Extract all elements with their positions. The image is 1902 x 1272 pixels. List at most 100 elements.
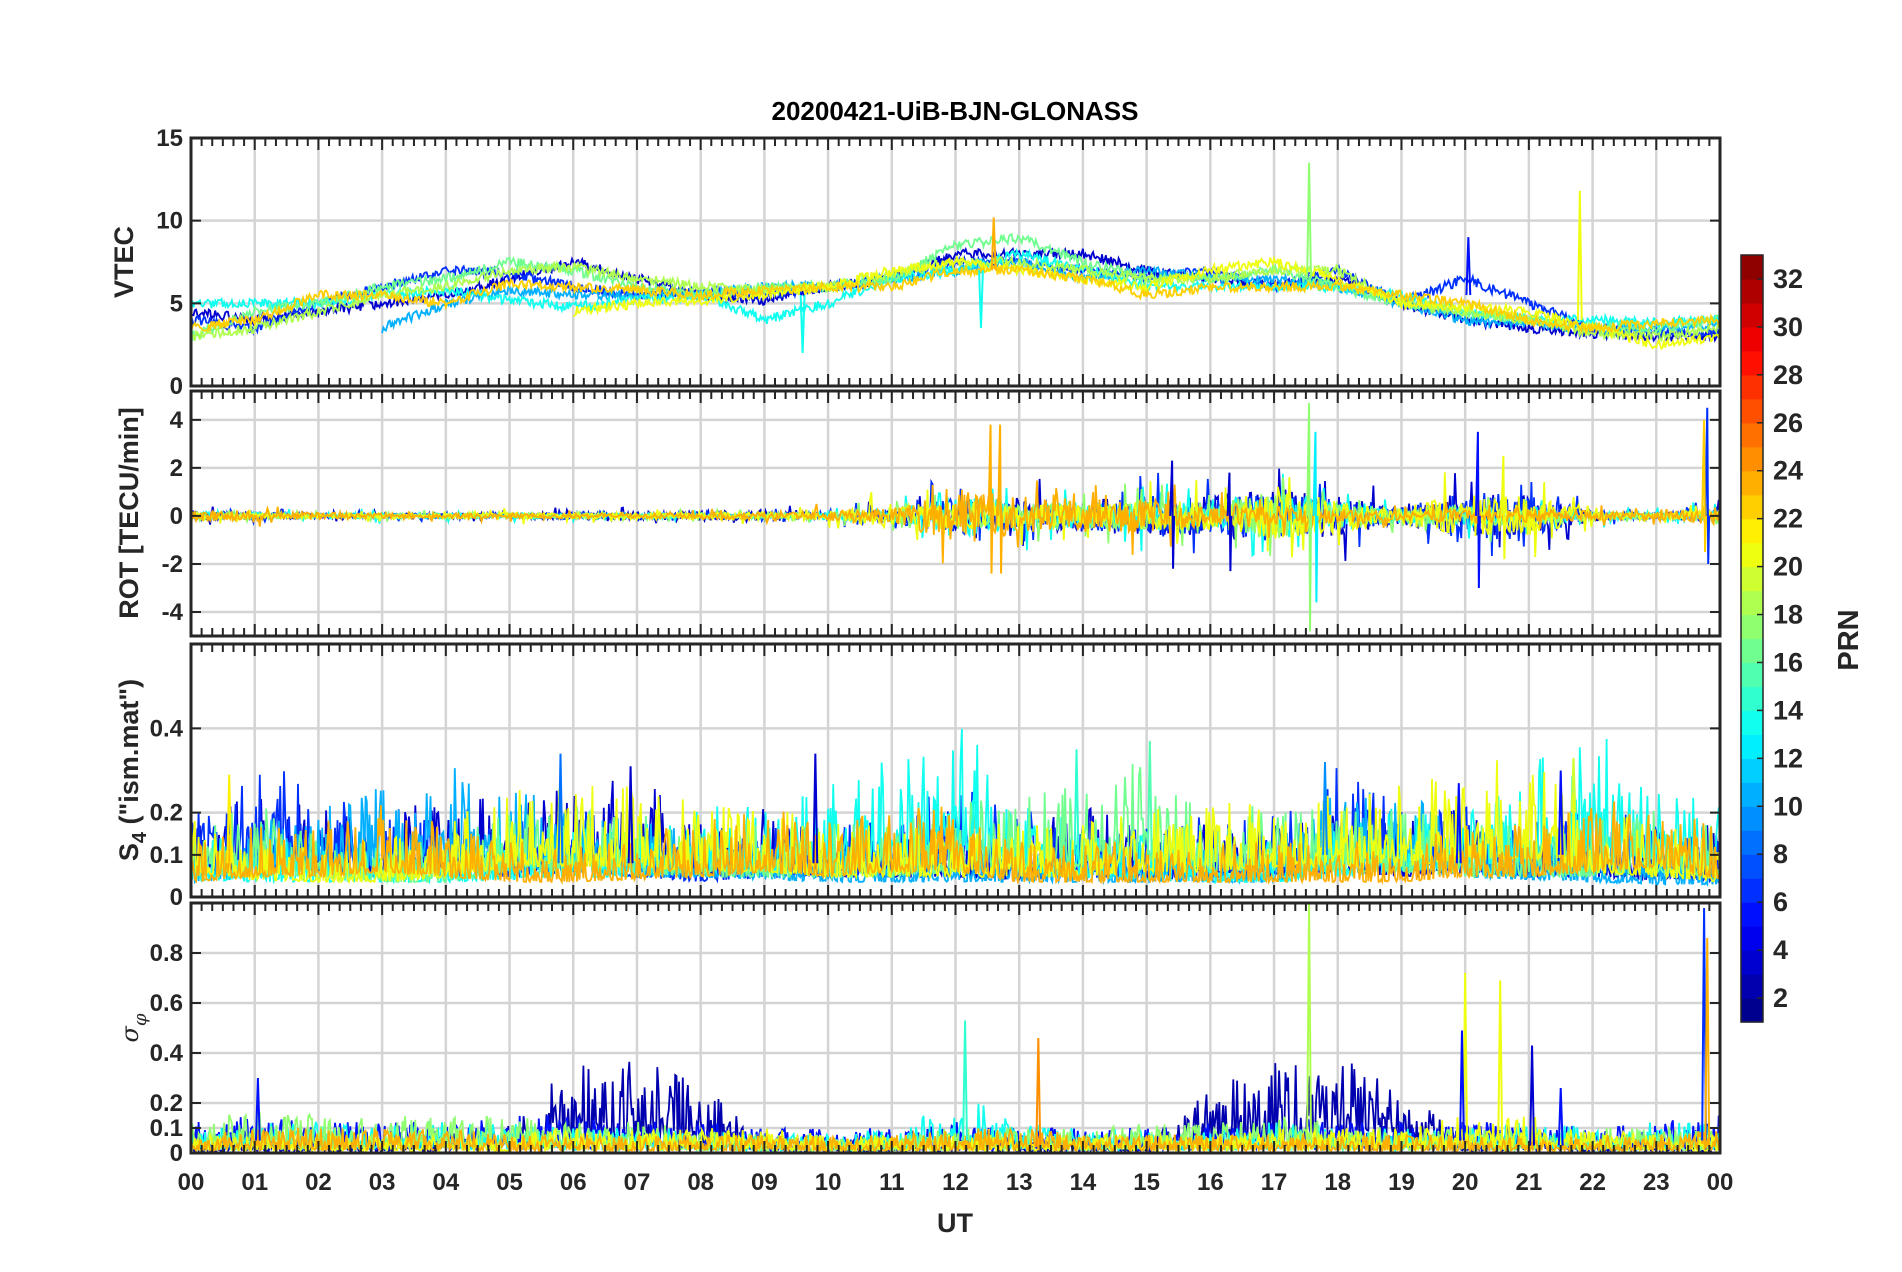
y-axis-label-rot: ROT [TECU/min] xyxy=(114,407,144,618)
spike-prn-5 xyxy=(1557,770,1564,855)
axes-box xyxy=(189,136,1722,388)
colorbar-frame xyxy=(1740,254,1764,1023)
colorbar-segment xyxy=(1741,422,1763,448)
y-tick-label-sigma: 0.6 xyxy=(150,990,183,1017)
spike-prn-18 xyxy=(1306,903,1312,1141)
series-line-prn-16 xyxy=(191,763,1720,885)
x-tick-label: 14 xyxy=(1070,1169,1097,1196)
colorbar-tick-label: 24 xyxy=(1773,456,1803,486)
spike-prn-14 xyxy=(962,1020,968,1141)
x-tick-label: 09 xyxy=(751,1169,778,1196)
spike-prn-5 xyxy=(1557,1087,1564,1146)
y-axis-label-s4: S4 ("ism.mat") xyxy=(114,679,151,861)
colorbar-segment xyxy=(1741,398,1763,424)
colorbar-segment xyxy=(1741,854,1763,879)
colorbar-segment xyxy=(1741,255,1763,280)
series-group-vtec xyxy=(191,162,1720,353)
y-tick-label-sigma: 0.4 xyxy=(150,1040,184,1067)
spike-prn-5 xyxy=(1455,783,1462,864)
spike-prn-17 xyxy=(1306,162,1312,279)
colorbar-segment xyxy=(1741,926,1763,951)
spike-prn-23 xyxy=(990,217,997,271)
x-tick-label: 16 xyxy=(1197,1169,1224,1196)
colorbar-segment xyxy=(1741,302,1763,328)
colorbar-tick-label: 6 xyxy=(1773,887,1788,917)
y-tick-label-rot: 2 xyxy=(170,455,183,482)
series-line-prn-23 xyxy=(191,480,1720,564)
s4-label-rest: ("ism.mat") xyxy=(114,679,144,832)
colorbar-tick-label: 2 xyxy=(1773,983,1788,1013)
colorbar-segment xyxy=(1741,278,1763,304)
colorbar-segment xyxy=(1741,974,1763,999)
spike-prn-9 xyxy=(1322,762,1328,855)
x-tick-label: 22 xyxy=(1579,1169,1606,1196)
y-axis-label-vtec: VTEC xyxy=(109,226,139,298)
colorbar-segment xyxy=(1741,446,1763,472)
x-tick-label: 07 xyxy=(624,1169,651,1196)
colorbar-segment xyxy=(1741,662,1763,688)
panel-rot: -4 -2 0 2 4 xyxy=(162,389,1722,638)
x-tick-label: 15 xyxy=(1133,1169,1160,1196)
spike-prn-5 xyxy=(1465,237,1472,296)
x-tick-label: 03 xyxy=(369,1169,396,1196)
x-tick-label: 19 xyxy=(1388,1169,1415,1196)
colorbar-tick-label: 4 xyxy=(1773,935,1788,965)
x-tick-label: 06 xyxy=(560,1169,587,1196)
colorbar-segment xyxy=(1741,494,1763,520)
colorbar-tick-label: 26 xyxy=(1773,408,1803,438)
colorbar-tick-label: 8 xyxy=(1773,839,1788,869)
colorbar-segment xyxy=(1741,686,1763,712)
spike-prn-5 xyxy=(1459,1030,1465,1141)
y-tick-label-rot: 0 xyxy=(170,503,183,530)
colorbar-segment xyxy=(1741,350,1763,376)
x-tick-label: 11 xyxy=(879,1169,904,1196)
spike-prn-22 xyxy=(1701,419,1707,552)
colorbar-segment xyxy=(1741,374,1763,400)
x-tick-label: 17 xyxy=(1261,1169,1288,1196)
y-tick-label-rot: -4 xyxy=(162,599,184,626)
x-tick-label: 13 xyxy=(1006,1169,1033,1196)
colorbar-tick-label: 20 xyxy=(1773,552,1803,582)
colorbar-tick-label: 32 xyxy=(1773,264,1803,294)
spike-prn-21 xyxy=(226,774,233,864)
spike-prn-14 xyxy=(1073,749,1080,855)
x-tick-label: 18 xyxy=(1324,1169,1351,1196)
series-line-prn-22 xyxy=(191,262,1720,336)
spike-prn-23 xyxy=(997,424,1004,574)
y-tick-label-sigma: 0 xyxy=(170,1140,183,1167)
x-tick-label: 05 xyxy=(496,1169,523,1196)
spike-prn-17 xyxy=(1306,402,1312,632)
y-tick-label-s4: 0 xyxy=(170,884,183,911)
colorbar-tick-label: 14 xyxy=(1773,695,1803,725)
y-tick-label-s4: 0.2 xyxy=(150,800,183,827)
spike-prn-23 xyxy=(987,424,994,574)
spike-prn-3 xyxy=(812,753,819,864)
colorbar-tick-label: 12 xyxy=(1773,743,1803,773)
colorbar-segment xyxy=(1741,830,1763,855)
sigma-label-sub: φ xyxy=(130,1013,151,1026)
colorbar-segment xyxy=(1741,758,1763,783)
x-tick-label: 02 xyxy=(305,1169,332,1196)
spike-prn-5 xyxy=(1475,431,1481,588)
spike-prn-20 xyxy=(1500,455,1507,560)
x-tick-label: 00 xyxy=(178,1169,205,1196)
colorbar-tick-label: 30 xyxy=(1773,312,1803,342)
spike-prn-3 xyxy=(627,766,634,864)
s4-label-sub: 4 xyxy=(129,831,151,843)
x-axis-label: UT xyxy=(937,1208,973,1238)
spike-prn-19 xyxy=(1570,757,1577,813)
spike-prn-20 xyxy=(1497,980,1504,1141)
colorbar-segment xyxy=(1741,902,1763,927)
colorbar-segment xyxy=(1741,878,1763,903)
colorbar-segment xyxy=(1741,470,1763,496)
colorbar-segment xyxy=(1741,710,1763,735)
colorbar-segment xyxy=(1741,518,1763,544)
axes-box xyxy=(189,389,1722,638)
y-tick-label-s4: 0.1 xyxy=(150,842,183,869)
spike-prn-5 xyxy=(254,1077,261,1141)
colorbar-tick-label: 18 xyxy=(1773,600,1803,630)
spike-prn-3 xyxy=(1169,460,1176,569)
sigma-label-main: σ xyxy=(116,1026,144,1043)
